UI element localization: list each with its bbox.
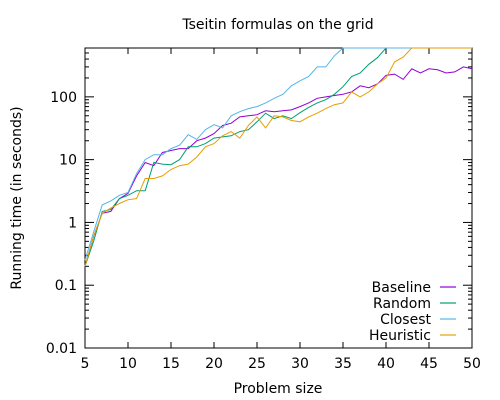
- x-tick-label: 35: [334, 356, 352, 372]
- x-tick-label: 30: [291, 356, 309, 372]
- series-line-closest: [84, 47, 472, 261]
- y-tick-label: 1: [68, 215, 77, 231]
- y-tick-label: 0.01: [46, 341, 77, 357]
- y-tick-label: 10: [59, 153, 77, 169]
- series-line-random: [84, 47, 472, 267]
- x-axis: 5 10 15 20 25 30 35 40 45 50: [81, 48, 481, 372]
- series-line-baseline: [84, 66, 473, 267]
- x-tick-label: 5: [81, 356, 90, 372]
- x-tick-label: 50: [463, 356, 481, 372]
- legend-label-random: Random: [373, 296, 431, 312]
- chart-title: Tseitin formulas on the grid: [181, 17, 373, 33]
- x-tick-label: 25: [248, 356, 266, 372]
- plot-frame: [84, 47, 473, 349]
- y-tick-label: 0.1: [55, 278, 77, 294]
- legend-label-heuristic: Heuristic: [369, 328, 431, 344]
- series-lines: [84, 47, 473, 267]
- y-axis-title: Running time (in seconds): [9, 106, 25, 289]
- legend-label-closest: Closest: [380, 312, 431, 328]
- x-tick-label: 10: [119, 356, 137, 372]
- x-tick-label: 45: [420, 356, 438, 372]
- x-tick-label: 20: [205, 356, 223, 372]
- series-line-heuristic: [84, 47, 472, 267]
- y-axis: 0.01 0.1 1 10 100: [46, 52, 472, 357]
- x-axis-title: Problem size: [234, 381, 323, 397]
- y-tick-label: 100: [50, 90, 77, 106]
- legend-label-baseline: Baseline: [372, 280, 431, 296]
- x-tick-label: 40: [377, 356, 395, 372]
- x-tick-label: 15: [162, 356, 180, 372]
